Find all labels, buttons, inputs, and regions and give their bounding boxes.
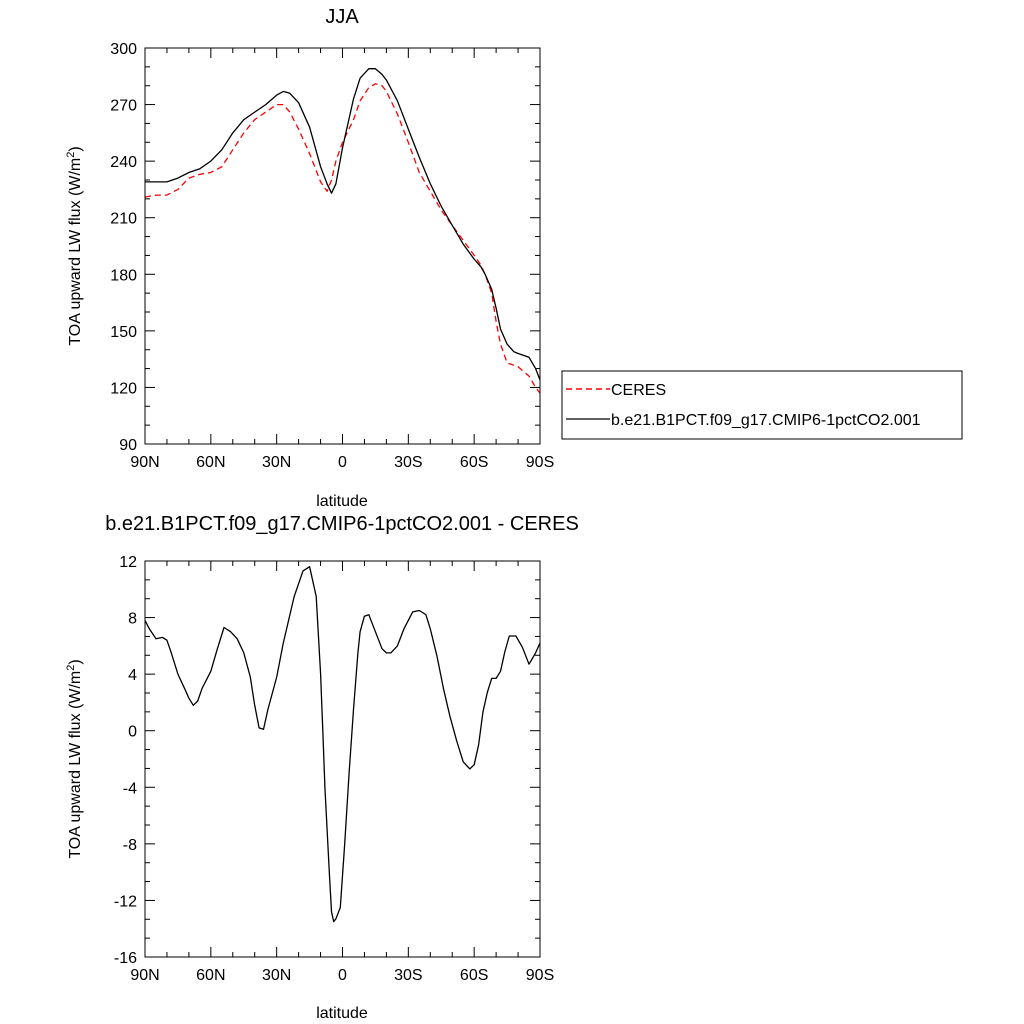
y-tick-label: 12 bbox=[119, 554, 137, 571]
x-tick-label: 90S bbox=[526, 967, 554, 984]
x-tick-label: 60S bbox=[460, 454, 488, 471]
y-tick-label: 0 bbox=[128, 724, 137, 741]
x-tick-label: 0 bbox=[338, 454, 347, 471]
y-axis-label-sup: 2 bbox=[65, 665, 77, 671]
x-tick-label: 30S bbox=[394, 967, 422, 984]
series-group bbox=[144, 68, 541, 394]
x-tick-label: 60S bbox=[460, 967, 488, 984]
x-tick-label: 30N bbox=[262, 967, 291, 984]
series-line-difference bbox=[144, 566, 541, 923]
y-tick-label: 120 bbox=[110, 380, 137, 397]
x-tick-label: 30S bbox=[394, 454, 422, 471]
y-axis-label: TOA upward LW flux (W/m2) bbox=[65, 146, 84, 345]
x-axis-label: latitude bbox=[316, 1005, 368, 1022]
x-tick-label: 0 bbox=[338, 967, 347, 984]
chart-title: b.e21.B1PCT.f09_g17.CMIP6-1pctCO2.001 - … bbox=[105, 513, 579, 535]
y-ticks: -16 -12 -8 -4 0 4 8 12 bbox=[114, 554, 540, 967]
series-line-b-e21-b1pct-f09-g17-cmip6-1pctco2-001 bbox=[145, 68, 541, 381]
y-tick-label: 90 bbox=[119, 437, 137, 454]
y-tick-label: 270 bbox=[110, 98, 137, 115]
panel-bottom-difference: b.e21.B1PCT.f09_g17.CMIP6-1pctCO2.001 - … bbox=[65, 513, 579, 1022]
panel-top-flux: JJA 90N 60N 30N 0 30S 60S 90S 90 120 150 180 210 24… bbox=[65, 6, 963, 510]
x-tick-label: 90S bbox=[526, 454, 554, 471]
y-tick-label: 240 bbox=[110, 154, 137, 171]
x-ticks: 90N 60N 30N 0 30S 60S 90S bbox=[130, 48, 554, 471]
x-tick-label: 90N bbox=[130, 967, 159, 984]
y-tick-label: 4 bbox=[128, 667, 137, 684]
y-tick-label: -16 bbox=[114, 950, 137, 967]
x-axis-label: latitude bbox=[316, 493, 368, 510]
y-tick-label: -12 bbox=[114, 893, 137, 910]
plot-frame bbox=[144, 560, 541, 958]
legend: CERES b.e21.B1PCT.f09_g17.CMIP6-1pctCO2.… bbox=[561, 370, 963, 440]
plot-frame bbox=[144, 47, 541, 445]
y-tick-label: 150 bbox=[110, 324, 137, 341]
legend-label-model: b.e21.B1PCT.f09_g17.CMIP6-1pctCO2.001 bbox=[611, 412, 921, 429]
y-tick-label: 300 bbox=[110, 41, 137, 58]
y-axis-label-end: ) bbox=[67, 659, 84, 664]
y-tick-label: 180 bbox=[110, 267, 137, 284]
series-group bbox=[144, 566, 541, 923]
x-ticks: 90N 60N 30N 0 30S 60S 90S bbox=[130, 561, 554, 984]
x-tick-label: 30N bbox=[262, 454, 291, 471]
y-ticks: 90 120 150 180 210 240 270 300 bbox=[110, 41, 540, 454]
y-tick-label: -8 bbox=[123, 837, 137, 854]
legend-box bbox=[561, 370, 963, 440]
y-axis-label-end: ) bbox=[67, 146, 84, 151]
legend-label-ceres: CERES bbox=[611, 382, 666, 399]
x-tick-label: 60N bbox=[196, 967, 225, 984]
x-tick-label: 60N bbox=[196, 454, 225, 471]
y-tick-label: -4 bbox=[123, 780, 137, 797]
y-axis-label-sup: 2 bbox=[65, 152, 77, 158]
y-tick-label: 210 bbox=[110, 211, 137, 228]
y-axis-label: TOA upward LW flux (W/m2) bbox=[65, 659, 84, 858]
chart-title: JJA bbox=[325, 6, 359, 28]
series-line-ceres bbox=[144, 83, 541, 394]
x-tick-label: 90N bbox=[130, 454, 159, 471]
y-axis-label-main: TOA upward LW flux (W/m bbox=[67, 671, 84, 859]
y-tick-label: 8 bbox=[128, 611, 137, 628]
y-axis-label-main: TOA upward LW flux (W/m bbox=[67, 158, 84, 346]
